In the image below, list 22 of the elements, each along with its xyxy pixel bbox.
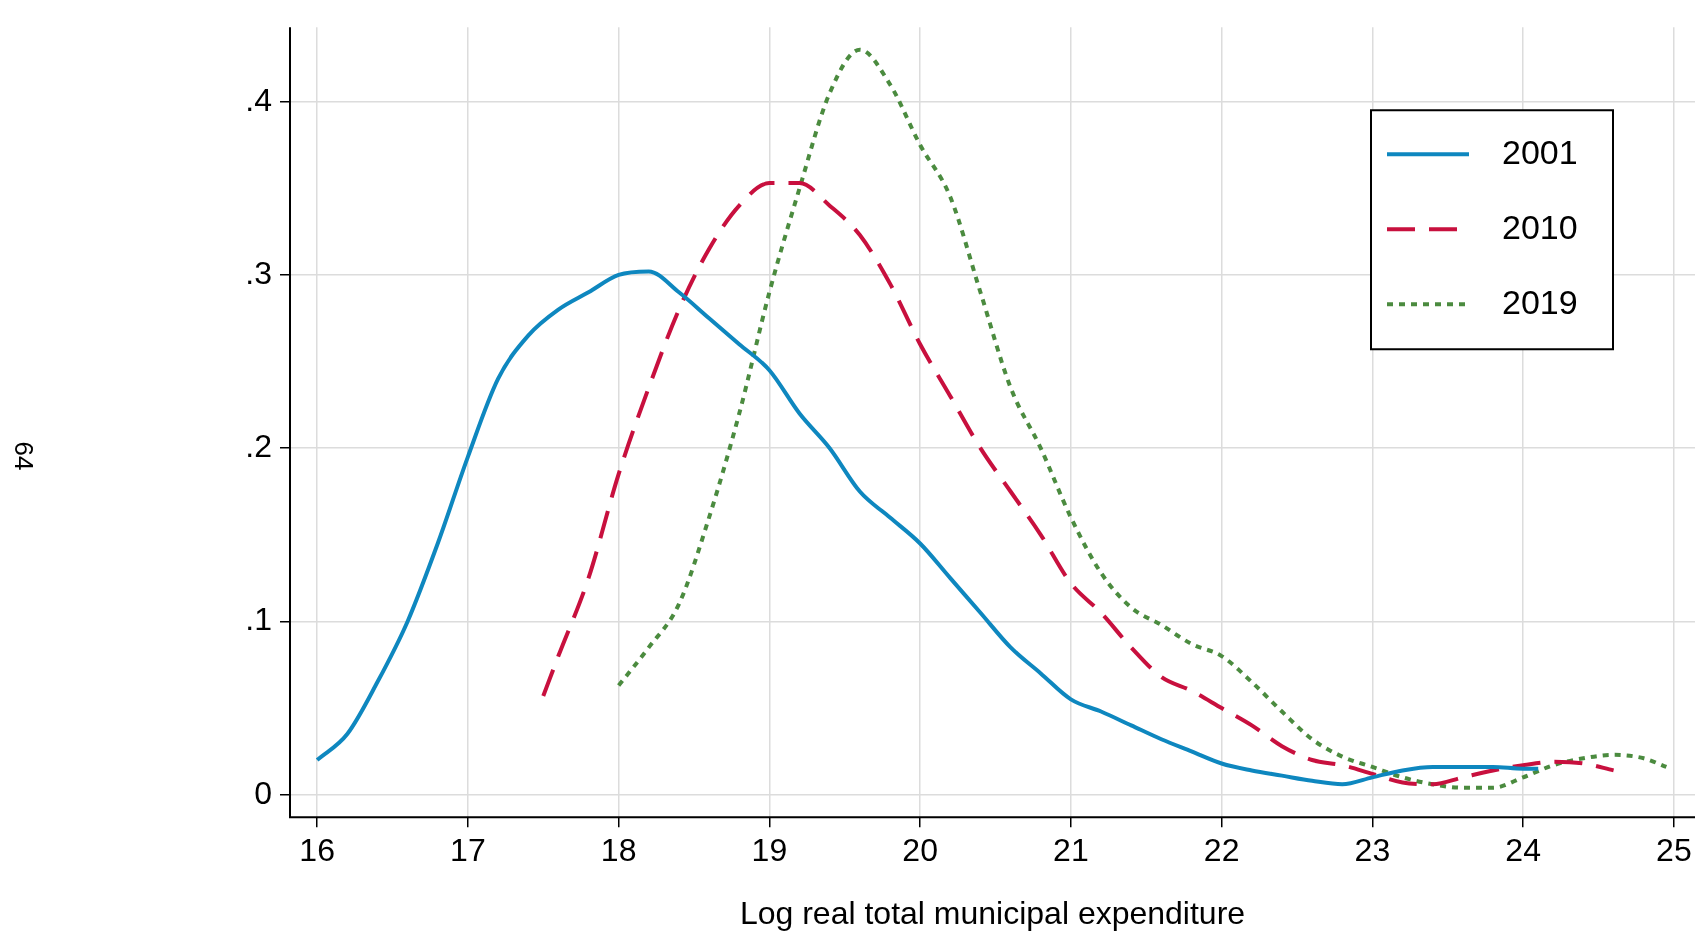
x-tick-label: 17	[450, 832, 486, 869]
legend-label: 2001	[1502, 132, 1578, 171]
x-tick-label: 23	[1354, 832, 1391, 869]
x-tick-label: 20	[902, 832, 938, 869]
text: 64	[8, 441, 39, 471]
y-tick-label: 0	[254, 774, 272, 811]
x-tick-label: 16	[299, 832, 335, 869]
line-series	[541, 181, 1616, 787]
y-tick-label: .4	[245, 81, 272, 118]
legend-label: 2010	[1502, 207, 1578, 246]
x-tick-label: 24	[1505, 832, 1541, 869]
x-tick-label: 18	[600, 832, 637, 869]
x-tick-label: 22	[1203, 832, 1240, 869]
y-tick-label: .3	[245, 254, 272, 291]
y-tick-label: .2	[245, 428, 272, 465]
x-axis-title: Log real total municipal expenditure	[739, 894, 1246, 931]
y-tick-label: .1	[245, 601, 272, 638]
x-tick-label: 21	[1053, 832, 1089, 869]
x-tick-label: 19	[751, 832, 788, 869]
x-tick-label: 25	[1656, 832, 1692, 869]
line-series	[616, 47, 1669, 790]
legend-label: 2019	[1502, 282, 1578, 321]
